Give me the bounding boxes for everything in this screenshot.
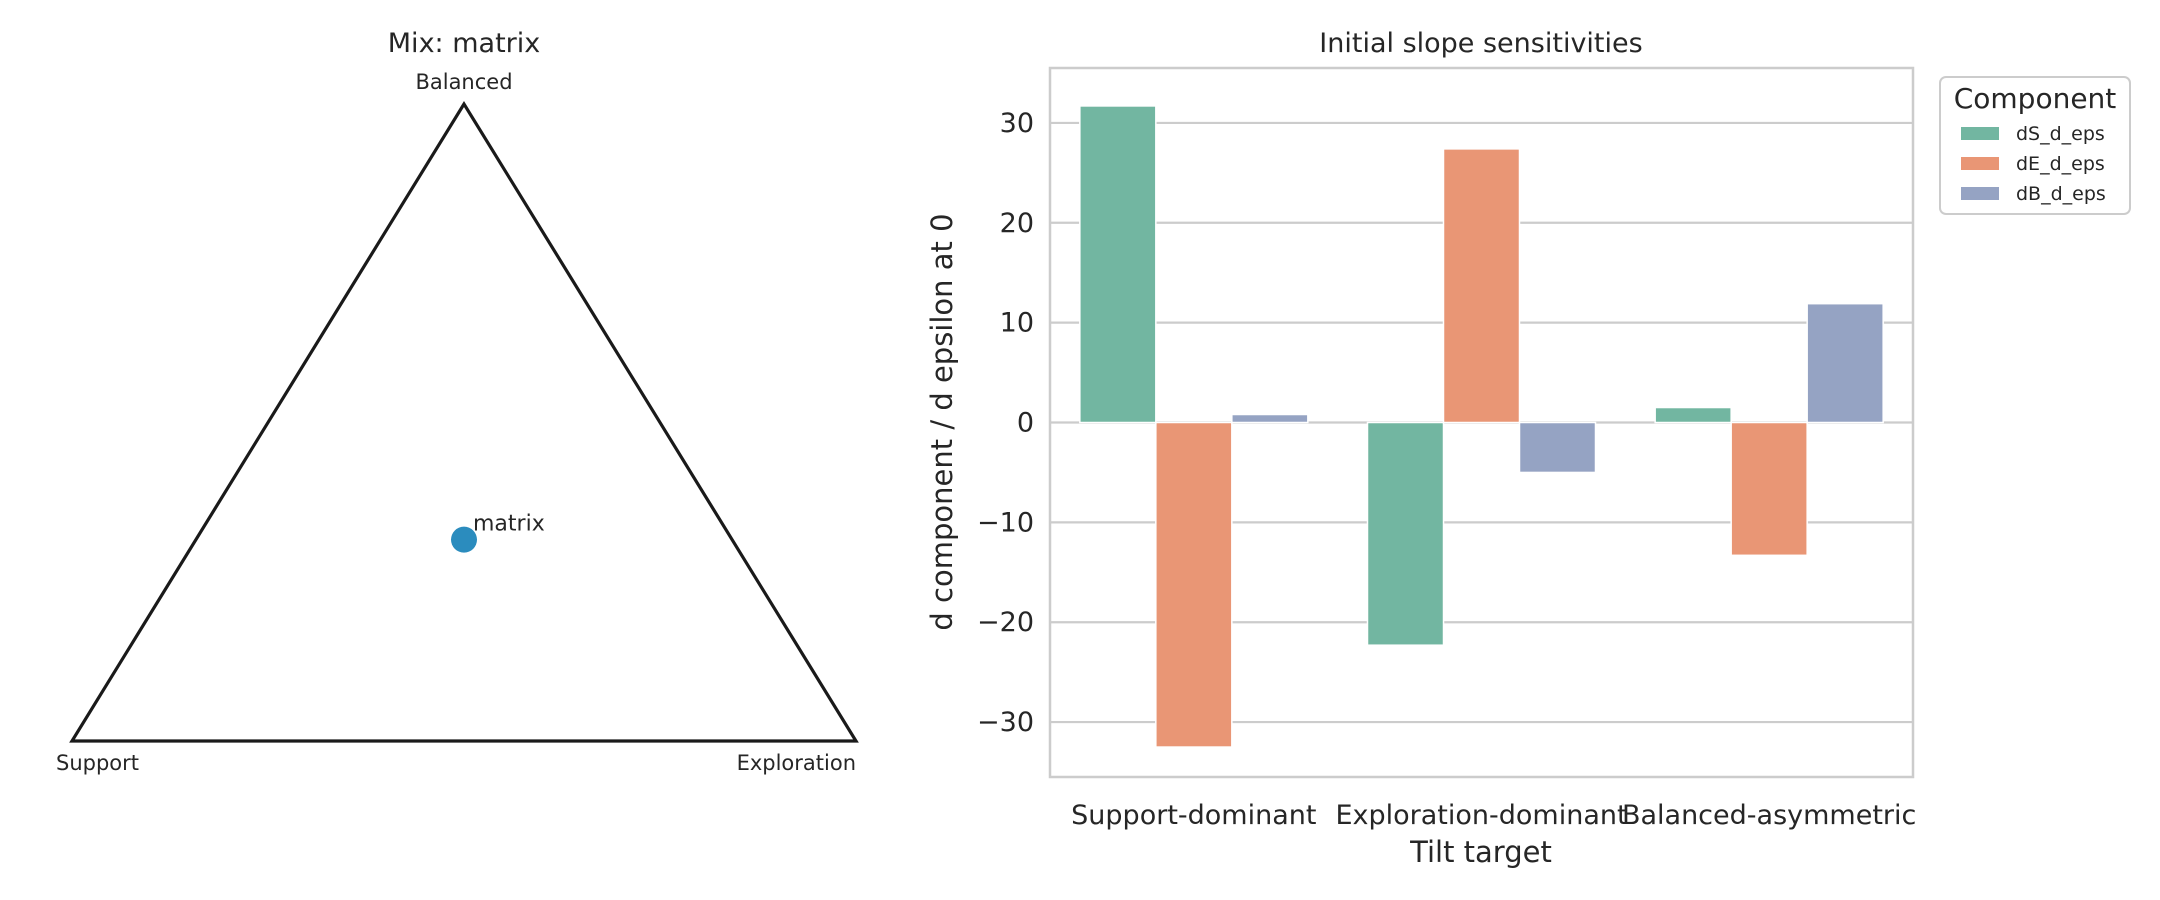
bar-dB_d_eps-0 — [1231, 413, 1309, 424]
y-tick-label: −10 — [977, 507, 1034, 538]
y-tick-label: 20 — [1000, 208, 1034, 239]
ternary-vertex-left-label: Support — [56, 751, 139, 775]
y-axis-label: d component / d epsilon at 0 — [925, 213, 959, 630]
x-axis-label: Tilt target — [1409, 835, 1552, 869]
ternary-point-label: matrix — [473, 512, 545, 537]
bar-dB_d_eps-2 — [1806, 302, 1884, 424]
x-tick-labels: Support-dominant Exploration-dominantBala… — [1071, 800, 1916, 831]
legend-item-label: dE_d_eps — [2016, 153, 2105, 175]
bar-dE_d_eps-0 — [1155, 421, 1233, 748]
bar-chart-title: Initial slope sensitivities — [1319, 28, 1642, 59]
y-tick-labels: 30 20 10 0 −10 −20 −30 — [977, 108, 1034, 738]
plot-frame — [1048, 66, 1915, 779]
legend-title: Component — [1954, 82, 2117, 115]
legend-swatch — [1961, 157, 1999, 170]
y-tick-label: 30 — [1000, 108, 1034, 139]
bar-dE_d_eps-1 — [1442, 148, 1521, 424]
legend-swatch — [1961, 127, 1999, 140]
ternary-vertex-right-label: Exploration — [737, 751, 856, 775]
bar-dB_d_eps-1 — [1518, 421, 1597, 474]
bar-panel: Initial slope sensitivities 30 20 10 0 −10 −2… — [925, 28, 2131, 869]
legend: Component dS_d_eps dE_d_eps dB_d_eps — [1939, 76, 2131, 215]
bar-dE_d_eps-2 — [1730, 421, 1808, 557]
legend-swatch — [1961, 187, 1999, 200]
y-tick-label: 0 — [1017, 408, 1034, 439]
ternary-triangle — [69, 100, 859, 743]
x-tick-label: Support-dominant — [1071, 800, 1316, 831]
legend-item-label: dB_d_eps — [2016, 183, 2106, 205]
bar-dS_d_eps-0 — [1079, 105, 1157, 424]
x-tick-label: Exploration-dominant — [1335, 800, 1627, 831]
ternary-panel: Mix: matrix Balanced Support Exploration… — [56, 28, 859, 775]
bar-dS_d_eps-1 — [1366, 421, 1445, 646]
ternary-vertex-top-label: Balanced — [415, 70, 512, 94]
legend-item-label: dS_d_eps — [2016, 123, 2105, 145]
legend-box — [1939, 76, 2131, 215]
ternary-title: Mix: matrix — [388, 28, 540, 59]
y-tick-label: −20 — [977, 607, 1034, 638]
x-tick-label: Balanced-asymmetric — [1622, 800, 1916, 831]
ternary-points: matrix — [451, 512, 545, 553]
bar-dS_d_eps-2 — [1654, 406, 1732, 424]
y-tick-label: 10 — [1000, 308, 1034, 339]
legend-items: dS_d_eps dE_d_eps dB_d_eps — [1961, 123, 2106, 205]
y-tick-label: −30 — [977, 707, 1034, 738]
ternary-point — [451, 526, 477, 553]
bars — [1079, 105, 1884, 748]
